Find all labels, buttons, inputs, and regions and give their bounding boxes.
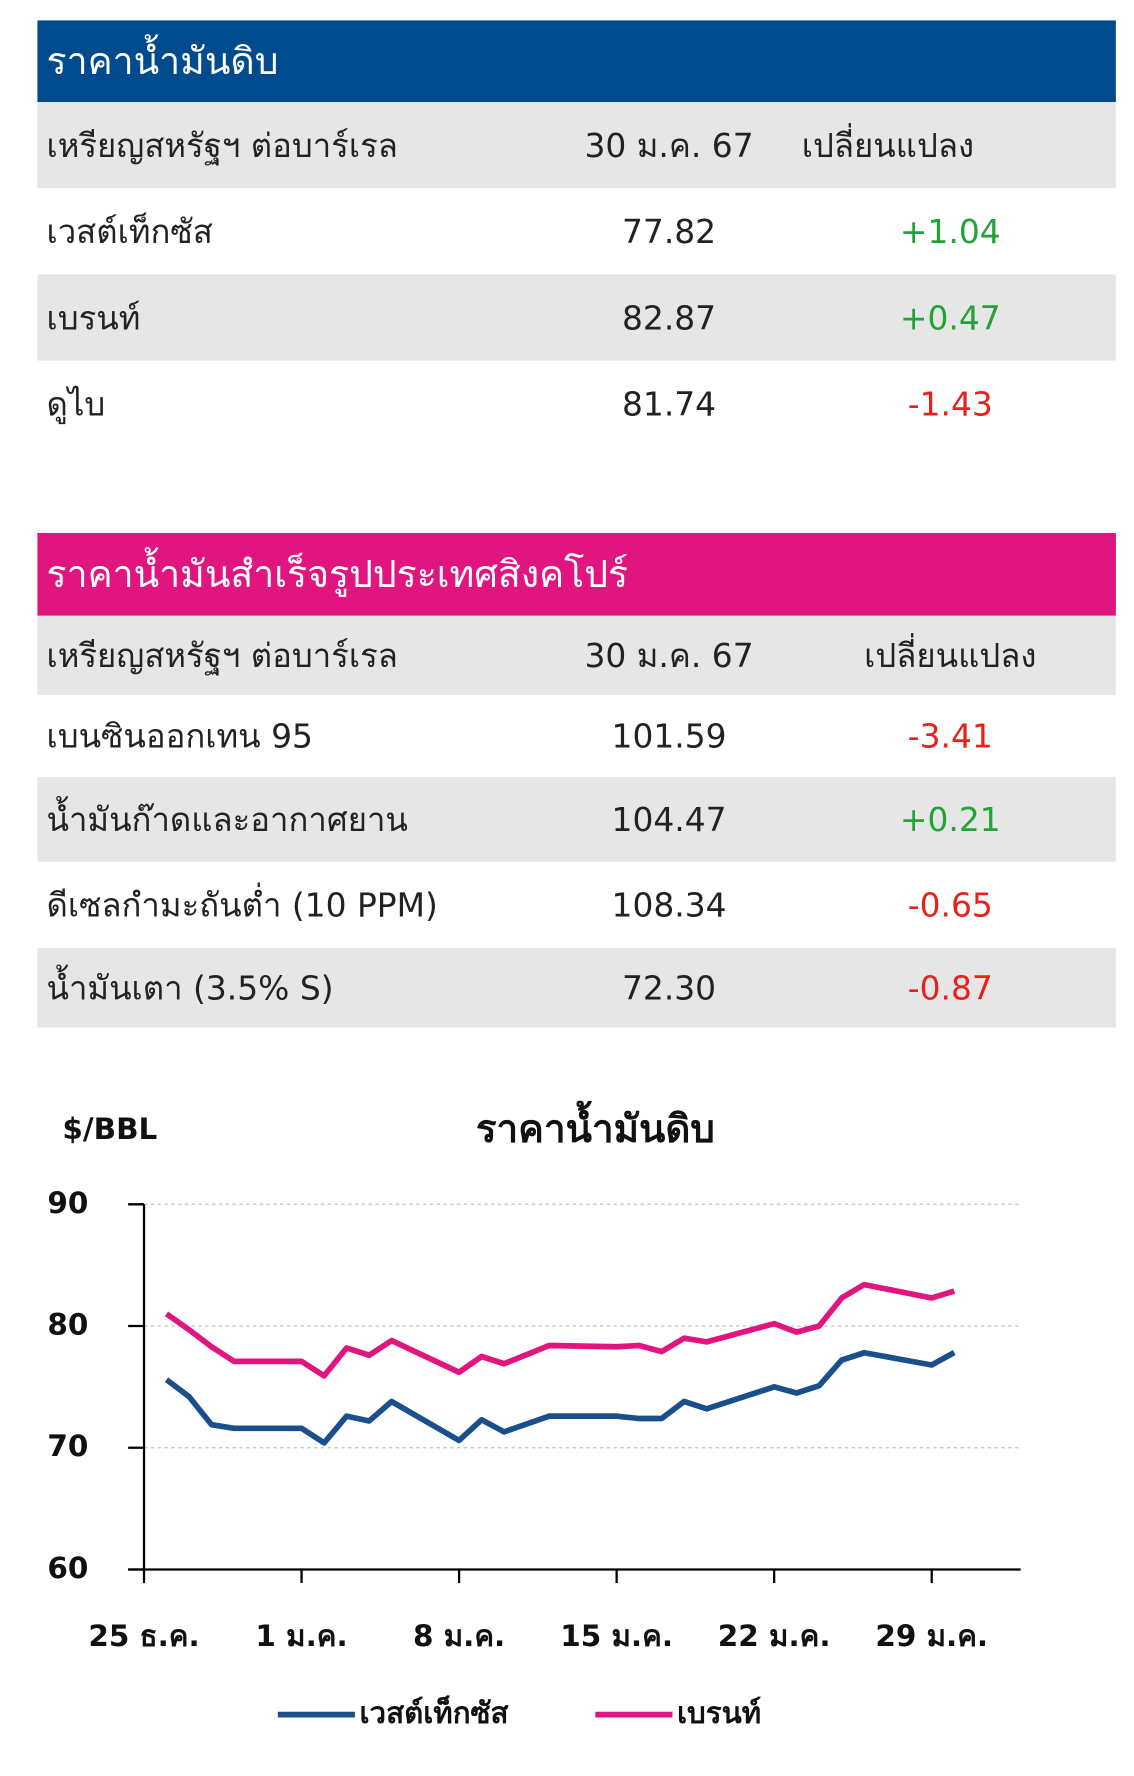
column-header: เหรียญสหรัฐฯ ต่อบาร์เรล [46, 636, 397, 676]
x-tick-label: 29 ม.ค. [875, 1619, 988, 1653]
column-header: 30 ม.ค. 67 [584, 636, 753, 675]
x-tick-label: 15 ม.ค. [560, 1619, 673, 1653]
price: 101.59 [612, 717, 727, 756]
change: -0.87 [908, 968, 993, 1007]
chart-title: ราคาน้ำมันดิบ [476, 1100, 715, 1152]
change: -0.65 [908, 886, 993, 925]
x-tick-label: 1 ม.ค. [255, 1619, 347, 1653]
y-tick-label: 70 [47, 1429, 88, 1463]
row-bg [37, 274, 1116, 361]
row-label: ดูไบ [46, 384, 105, 424]
row-bg [37, 615, 1116, 696]
price: 72.30 [622, 968, 716, 1007]
y-axis-label: $/BBL [62, 1112, 157, 1146]
change: +0.21 [900, 800, 1001, 839]
row-label: น้ำมันเตา (3.5% S) [46, 964, 333, 1007]
column-header: เหรียญสหรัฐฯ ต่อบาร์เรล [46, 126, 397, 166]
price: 77.82 [622, 212, 716, 251]
series-line [164, 1349, 956, 1446]
row-bg [37, 102, 1116, 189]
row-label: เบนซินออกเทน 95 [46, 717, 312, 756]
price: 81.74 [622, 384, 716, 423]
legend-label: เบรนท์ [677, 1696, 761, 1730]
table-title: ราคาน้ำมันดิบ [46, 34, 278, 83]
y-tick-label: 80 [47, 1308, 88, 1342]
column-header: 30 ม.ค. 67 [584, 126, 753, 165]
row-bg [37, 948, 1116, 1028]
change: +1.04 [900, 212, 1001, 251]
row-bg [37, 776, 1116, 862]
row-label: เบรนท์ [46, 298, 140, 337]
column-header: เปลี่ยนแปลง [864, 633, 1036, 675]
y-tick-label: 90 [47, 1186, 88, 1220]
x-tick-label: 25 ธ.ค. [88, 1619, 199, 1653]
row-label: น้ำมันก๊าดและอากาศยาน [46, 796, 407, 839]
price: 82.87 [622, 298, 716, 337]
row-label: ดีเซลกำมะถันต่ำ (10 PPM) [46, 883, 437, 925]
row-label: เวสต์เท็กซัส [46, 212, 212, 251]
series-line [164, 1281, 956, 1379]
column-header: เปลี่ยนแปลง [802, 123, 974, 165]
legend-label: เวสต์เท็กซัส [359, 1695, 508, 1730]
price: 108.34 [612, 886, 727, 925]
change: -1.43 [908, 384, 993, 423]
x-tick-label: 22 ม.ค. [718, 1619, 831, 1653]
price: 104.47 [612, 800, 727, 839]
table-header-bar [37, 20, 1116, 103]
table-title: ราคาน้ำมันสำเร็จรูปประเทศสิงคโปร์ [46, 547, 628, 597]
change: +0.47 [900, 298, 1001, 337]
change: -3.41 [908, 717, 993, 756]
x-tick-label: 8 ม.ค. [413, 1619, 505, 1653]
y-tick-label: 60 [47, 1551, 88, 1585]
table-header-bar [37, 532, 1116, 616]
